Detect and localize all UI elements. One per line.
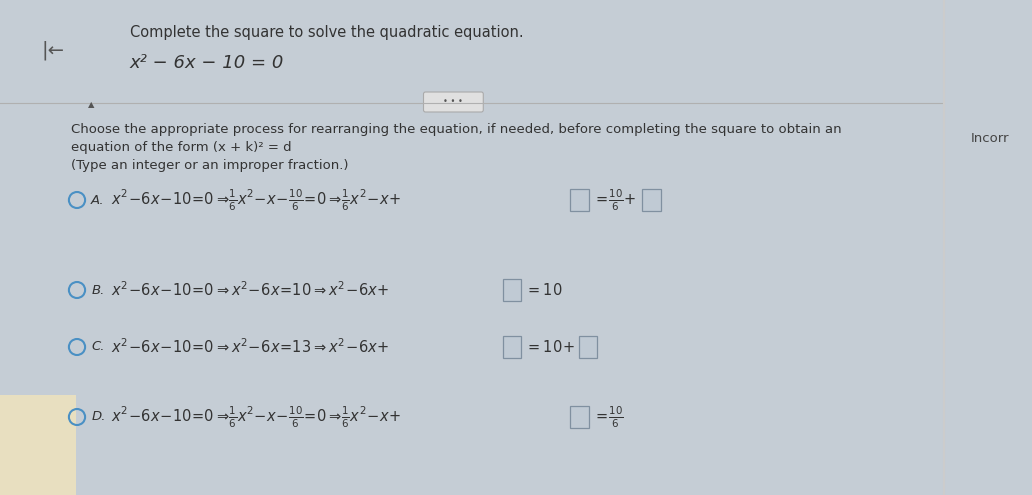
Text: $=10\!+$: $=10\!+$ xyxy=(525,339,575,355)
FancyBboxPatch shape xyxy=(571,406,588,428)
Text: C.: C. xyxy=(91,341,104,353)
Text: equation of the form (x + k)² = d: equation of the form (x + k)² = d xyxy=(71,142,292,154)
FancyBboxPatch shape xyxy=(571,189,588,211)
Text: |←: |← xyxy=(41,40,64,60)
Text: ▲: ▲ xyxy=(88,100,95,109)
FancyBboxPatch shape xyxy=(0,395,76,495)
Text: x² − 6x − 10 = 0: x² − 6x − 10 = 0 xyxy=(130,54,284,72)
Text: $x^2\!-\!6x\!-\!10\!=\!0\Rightarrow x^2\!-\!6x\!=\!10\Rightarrow x^2\!-\!6x\!+$: $x^2\!-\!6x\!-\!10\!=\!0\Rightarrow x^2\… xyxy=(111,281,389,299)
Text: $=10$: $=10$ xyxy=(525,282,562,298)
Text: $x^2\!-\!6x\!-\!10\!=\!0\Rightarrow\!\frac{1}{6}x^2\!-\!x\!-\!\frac{10}{6}\!=\!0: $x^2\!-\!6x\!-\!10\!=\!0\Rightarrow\!\fr… xyxy=(111,187,401,213)
Text: (Type an integer or an improper fraction.): (Type an integer or an improper fraction… xyxy=(71,158,349,171)
Text: $=\!\frac{10}{6}$: $=\!\frac{10}{6}$ xyxy=(592,404,623,430)
FancyBboxPatch shape xyxy=(423,92,483,112)
Text: $=\!\frac{10}{6}\!+$: $=\!\frac{10}{6}\!+$ xyxy=(592,187,637,213)
Text: Choose the appropriate process for rearranging the equation, if needed, before c: Choose the appropriate process for rearr… xyxy=(71,123,841,137)
FancyBboxPatch shape xyxy=(642,189,660,211)
Text: D.: D. xyxy=(91,410,105,424)
Text: B.: B. xyxy=(91,284,104,297)
FancyBboxPatch shape xyxy=(579,336,596,358)
Text: $x^2\!-\!6x\!-\!10\!=\!0\Rightarrow\!\frac{1}{6}x^2\!-\!x\!-\!\frac{10}{6}\!=\!0: $x^2\!-\!6x\!-\!10\!=\!0\Rightarrow\!\fr… xyxy=(111,404,401,430)
FancyBboxPatch shape xyxy=(503,336,521,358)
Text: A.: A. xyxy=(91,194,105,206)
Text: $x^2\!-\!6x\!-\!10\!=\!0\Rightarrow x^2\!-\!6x\!=\!13\Rightarrow x^2\!-\!6x\!+$: $x^2\!-\!6x\!-\!10\!=\!0\Rightarrow x^2\… xyxy=(111,338,389,356)
FancyBboxPatch shape xyxy=(503,279,521,301)
Text: • • •: • • • xyxy=(443,98,462,106)
Text: Complete the square to solve the quadratic equation.: Complete the square to solve the quadrat… xyxy=(130,26,523,41)
Text: Incorr: Incorr xyxy=(970,132,1009,145)
